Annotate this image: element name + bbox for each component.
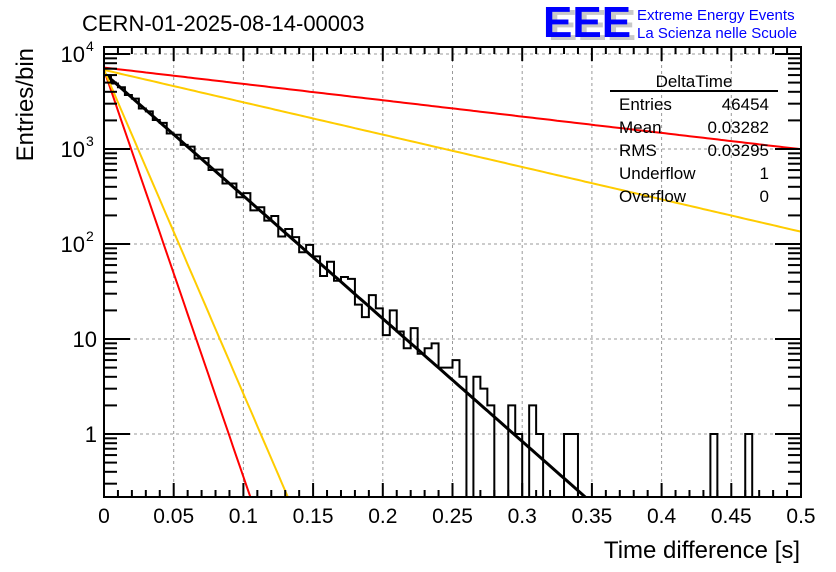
- x-tick-label: 0.25: [432, 505, 473, 528]
- y-axis-label: Entries/bin: [12, 48, 39, 161]
- y-tick-exponent: 2: [86, 228, 94, 244]
- x-tick-label: 0.45: [711, 505, 752, 528]
- fit-line-lower-yellow: [104, 69, 289, 497]
- stats-value-overflow: 0: [760, 187, 769, 206]
- x-tick-label: 0.35: [571, 505, 612, 528]
- fit-line-upper-red: [104, 66, 801, 151]
- logo-line1: Extreme Energy Events: [637, 7, 795, 24]
- y-tick-exponent: 4: [86, 38, 94, 54]
- x-tick-label: 0: [98, 505, 110, 528]
- x-axis-label: Time difference [s]: [604, 537, 800, 564]
- y-tick-label: 10: [73, 327, 97, 352]
- fit-line-lower-red: [104, 69, 252, 497]
- stats-value-mean: 0.03282: [708, 118, 769, 137]
- fit-curves: [104, 66, 801, 497]
- y-tick-label: 10: [61, 137, 85, 162]
- logo-shadow: EEE: [548, 1, 636, 50]
- x-tick-label: 0.05: [153, 505, 194, 528]
- stats-label-entries: Entries: [619, 95, 672, 114]
- y-tick-label: 1: [85, 422, 97, 447]
- logo-line2: La Scienza nelle Scuole: [637, 25, 797, 42]
- stats-label-underflow: Underflow: [619, 164, 696, 183]
- x-tick-label: 0.1: [229, 505, 258, 528]
- x-tick-label: 0.3: [508, 505, 537, 528]
- grid: [104, 47, 801, 497]
- y-tick-exponent: 3: [86, 133, 94, 149]
- stats-label-mean: Mean: [619, 118, 662, 137]
- stats-box: DeltaTime Entries 46454 Mean 0.03282 RMS…: [610, 72, 778, 206]
- stats-title: DeltaTime: [656, 72, 733, 91]
- x-tick-label: 0.4: [647, 505, 677, 528]
- stats-value-entries: 46454: [722, 95, 769, 114]
- x-tick-label: 0.2: [368, 505, 397, 528]
- axes: 0 0.05 0.1 0.15 0.2 0.25 0.3 0.35 0.4 0.45 0.510 41…: [61, 38, 816, 528]
- stats-label-overflow: Overflow: [619, 187, 687, 206]
- y-tick-label: 10: [61, 232, 85, 257]
- y-tick-label: 10: [61, 42, 85, 67]
- logo-letters: EEE: [543, 0, 631, 47]
- fit-line-fit: [104, 71, 588, 497]
- x-tick-label: 0.5: [786, 505, 815, 528]
- chart-title: CERN-01-2025-08-14-00003: [82, 11, 365, 36]
- eee-logo: EEE EEE Extreme Energy Events La Scienza…: [543, 0, 797, 50]
- stats-value-underflow: 1: [760, 164, 769, 183]
- stats-label-rms: RMS: [619, 141, 657, 160]
- stats-value-rms: 0.03295: [708, 141, 769, 160]
- x-tick-label: 0.15: [293, 505, 334, 528]
- fit-line-upper-yellow: [104, 68, 801, 233]
